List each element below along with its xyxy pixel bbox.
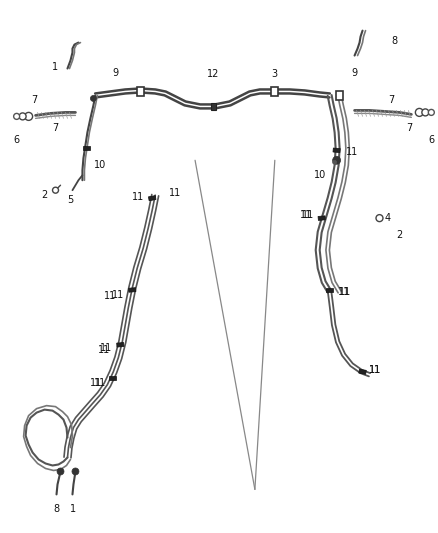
Circle shape	[422, 109, 429, 116]
Text: 1: 1	[71, 504, 77, 514]
Text: 5: 5	[67, 195, 74, 205]
Circle shape	[332, 160, 337, 164]
Bar	[117, 343, 124, 347]
Text: 2: 2	[396, 230, 403, 240]
Text: 9: 9	[352, 68, 358, 77]
Text: 8: 8	[392, 36, 398, 46]
Text: 11: 11	[300, 210, 312, 220]
Text: 2: 2	[42, 190, 48, 200]
Bar	[318, 216, 325, 221]
Text: 11: 11	[100, 343, 113, 353]
Text: 11: 11	[98, 345, 110, 355]
Circle shape	[25, 112, 32, 120]
Bar	[359, 369, 366, 374]
Bar	[129, 288, 136, 292]
Text: 11: 11	[339, 287, 351, 297]
Text: 7: 7	[406, 123, 413, 133]
Bar	[83, 147, 90, 150]
Text: 11: 11	[369, 365, 381, 375]
Bar	[148, 196, 156, 201]
Bar	[211, 103, 215, 110]
Bar	[271, 87, 278, 96]
Text: 8: 8	[53, 504, 60, 514]
Text: 7: 7	[32, 95, 38, 106]
Text: 4: 4	[385, 213, 391, 223]
Bar	[326, 288, 333, 292]
Bar	[336, 91, 343, 100]
Circle shape	[332, 156, 341, 164]
Circle shape	[428, 109, 434, 116]
Circle shape	[19, 113, 26, 120]
Text: 11: 11	[369, 365, 381, 375]
Bar	[137, 87, 144, 96]
Bar	[109, 376, 116, 379]
Text: 11: 11	[337, 287, 350, 297]
Text: 11: 11	[302, 210, 314, 220]
Text: 3: 3	[272, 69, 278, 78]
Circle shape	[376, 215, 383, 222]
Circle shape	[14, 114, 20, 119]
Text: 6: 6	[14, 135, 20, 146]
Text: 11: 11	[346, 147, 358, 157]
Circle shape	[415, 108, 424, 116]
Text: 11: 11	[169, 188, 181, 198]
Text: 7: 7	[389, 95, 395, 106]
Circle shape	[72, 468, 79, 475]
Text: 11: 11	[112, 290, 124, 300]
Text: 10: 10	[314, 170, 326, 180]
Text: 6: 6	[428, 135, 434, 146]
Text: 9: 9	[112, 68, 118, 77]
Text: 11: 11	[104, 291, 117, 301]
Text: 11: 11	[90, 378, 102, 387]
Bar	[333, 148, 340, 152]
Text: 10: 10	[94, 160, 106, 170]
Text: 12: 12	[207, 69, 219, 78]
Text: 1: 1	[51, 61, 57, 71]
Circle shape	[57, 468, 64, 475]
Circle shape	[53, 187, 59, 193]
Text: 11: 11	[94, 378, 106, 387]
Circle shape	[90, 95, 96, 101]
Text: 11: 11	[132, 192, 145, 202]
Text: 7: 7	[53, 123, 59, 133]
